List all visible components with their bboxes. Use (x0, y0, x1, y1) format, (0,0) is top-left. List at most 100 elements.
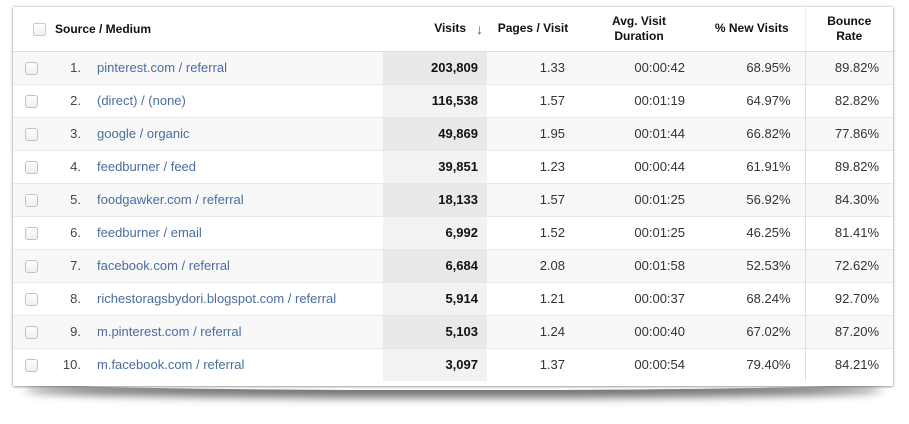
visits-value: 39,851 (383, 149, 487, 183)
bounce-rate-value: 81.41% (804, 215, 893, 249)
bounce-rate-value: 92.70% (804, 281, 893, 315)
avg-visit-duration-value: 00:00:37 (579, 281, 699, 315)
report-card: Source / Medium Visits ↓ Pages / Visit Av… (13, 7, 893, 386)
source-medium-cell: feedburner / feed (87, 149, 383, 183)
visits-value: 6,992 (383, 215, 487, 249)
select-all-cell (13, 7, 53, 52)
sort-descending-icon[interactable]: ↓ (476, 20, 483, 37)
source-medium-link[interactable]: m.facebook.com / referral (97, 357, 245, 373)
source-medium-link[interactable]: facebook.com / referral (97, 258, 230, 273)
bounce-rate-value: 72.62% (804, 248, 893, 282)
row-rank: 5. (53, 182, 87, 216)
avg-visit-duration-value: 00:01:44 (579, 116, 699, 150)
bounce-rate-value: 84.30% (804, 182, 893, 216)
avg-visit-duration-value: 00:01:25 (579, 215, 699, 249)
source-medium-cell: (direct) / (none) (87, 83, 383, 117)
visits-value: 5,914 (383, 281, 487, 315)
source-medium-cell: facebook.com / referral (87, 248, 383, 282)
table-row: 10. m.facebook.com / referral 3,097 1.37… (13, 347, 893, 381)
row-checkbox[interactable] (25, 128, 38, 142)
percent-new-visits-value: 52.53% (699, 248, 805, 282)
column-header-source-medium[interactable]: Source / Medium (53, 7, 383, 52)
avg-visit-duration-value: 00:01:58 (579, 248, 699, 282)
column-header-pages-per-visit[interactable]: Pages / Visit (487, 7, 579, 52)
row-checkbox[interactable] (25, 227, 38, 241)
row-rank: 9. (53, 314, 87, 348)
visits-value: 203,809 (383, 51, 487, 84)
source-medium-cell: foodgawker.com / referral (87, 182, 383, 216)
row-checkbox[interactable] (25, 194, 38, 208)
row-checkbox-cell (13, 149, 53, 183)
column-header-percent-new-visits[interactable]: % New Visits (699, 7, 805, 52)
row-checkbox[interactable] (25, 95, 38, 109)
source-medium-link[interactable]: richestoragsbydori.blogspot.com / referr… (97, 291, 337, 306)
source-medium-link[interactable]: feedburner / email (97, 225, 202, 240)
row-checkbox[interactable] (25, 326, 38, 340)
row-rank: 2. (53, 83, 87, 117)
table-row: 4. feedburner / feed 39,851 1.23 00:00:4… (13, 149, 893, 183)
pages-per-visit-value: 1.95 (487, 116, 579, 150)
percent-new-visits-value: 67.02% (699, 314, 805, 348)
source-medium-link[interactable]: feedburner / feed (97, 159, 197, 174)
row-checkbox-cell (13, 314, 53, 348)
source-medium-cell: m.pinterest.com / referral (87, 314, 383, 348)
column-header-avg-visit-duration[interactable]: Avg. Visit Duration (579, 7, 699, 52)
source-medium-link[interactable]: google / organic (97, 126, 190, 141)
source-medium-link[interactable]: pinterest.com / referral (97, 60, 228, 75)
table-row: 2. (direct) / (none) 116,538 1.57 00:01:… (13, 83, 893, 117)
percent-new-visits-value: 68.95% (699, 51, 805, 84)
bounce-rate-value: 89.82% (804, 51, 893, 84)
row-checkbox[interactable] (25, 359, 38, 373)
column-header-visits-label: Visits (434, 20, 466, 35)
column-header-visits[interactable]: Visits ↓ (383, 7, 487, 52)
bounce-rate-value: 84.21% (804, 347, 893, 381)
table-row: 5. foodgawker.com / referral 18,133 1.57… (13, 182, 893, 216)
pages-per-visit-value: 1.57 (487, 182, 579, 216)
table-row: 8. richestoragsbydori.blogspot.com / ref… (13, 281, 893, 315)
row-checkbox-cell (13, 281, 53, 315)
pages-per-visit-value: 1.21 (487, 281, 579, 315)
visits-value: 3,097 (383, 347, 487, 381)
row-checkbox-cell (13, 83, 53, 117)
row-checkbox-cell (13, 248, 53, 282)
row-rank: 10. (53, 347, 87, 381)
pages-per-visit-value: 1.52 (487, 215, 579, 249)
table-row: 7. facebook.com / referral 6,684 2.08 00… (13, 248, 893, 282)
row-checkbox-cell (13, 51, 53, 84)
bounce-rate-value: 82.82% (804, 83, 893, 117)
pages-per-visit-value: 1.24 (487, 314, 579, 348)
source-medium-cell: feedburner / email (87, 215, 383, 249)
visits-value: 49,869 (383, 116, 487, 150)
avg-visit-duration-value: 00:01:19 (579, 83, 699, 117)
avg-visit-duration-value: 00:00:40 (579, 314, 699, 348)
avg-visit-duration-value: 00:00:44 (579, 149, 699, 183)
visits-value: 116,538 (383, 83, 487, 117)
source-medium-link[interactable]: foodgawker.com / referral (97, 192, 244, 207)
select-all-checkbox[interactable] (32, 22, 46, 36)
source-medium-link[interactable]: (direct) / (none) (97, 93, 186, 108)
row-rank: 1. (53, 51, 87, 84)
row-checkbox[interactable] (25, 62, 38, 76)
row-checkbox-cell (13, 347, 53, 381)
column-header-bounce-rate[interactable]: Bounce Rate (804, 7, 893, 52)
bounce-rate-value: 77.86% (804, 116, 893, 150)
source-medium-link[interactable]: m.pinterest.com / referral (97, 324, 242, 339)
percent-new-visits-value: 64.97% (699, 83, 805, 117)
pages-per-visit-value: 1.23 (487, 149, 579, 183)
source-medium-cell: pinterest.com / referral (87, 51, 383, 84)
avg-visit-duration-value: 00:00:42 (579, 51, 699, 84)
bounce-rate-value: 89.82% (804, 149, 893, 183)
pages-per-visit-value: 1.33 (487, 51, 579, 84)
source-medium-table: Source / Medium Visits ↓ Pages / Visit Av… (13, 7, 893, 381)
row-checkbox[interactable] (25, 161, 38, 175)
pages-per-visit-value: 1.37 (487, 347, 579, 381)
row-checkbox[interactable] (25, 260, 38, 274)
pages-per-visit-value: 2.08 (487, 248, 579, 282)
avg-visit-duration-value: 00:01:25 (579, 182, 699, 216)
visits-value: 6,684 (383, 248, 487, 282)
table-row: 1. pinterest.com / referral 203,809 1.33… (13, 51, 893, 84)
avg-visit-duration-value: 00:00:54 (579, 347, 699, 381)
row-checkbox[interactable] (25, 293, 38, 307)
row-checkbox-cell (13, 215, 53, 249)
table-row: 9. m.pinterest.com / referral 5,103 1.24… (13, 314, 893, 348)
